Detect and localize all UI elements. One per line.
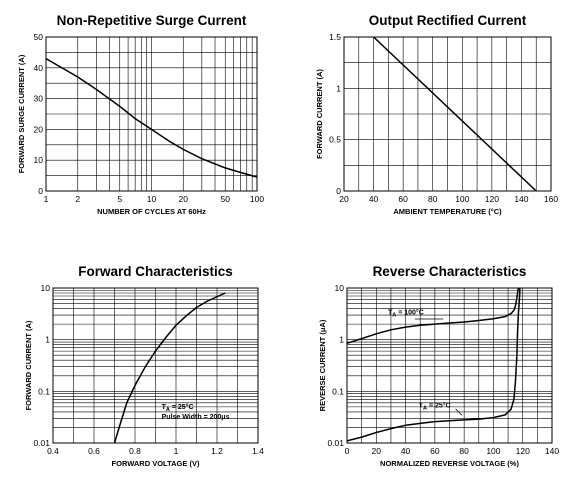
- chart-rectified: Output Rectified Current 20 40 60 80 100 120 14…: [315, 13, 558, 216]
- y-tick-label: 0.5: [329, 135, 341, 145]
- plot-frame: [343, 36, 552, 192]
- x-tick-label: 60: [430, 446, 440, 456]
- y-tick-label: 0.01: [327, 438, 344, 448]
- x-tick-label: 100: [250, 194, 264, 204]
- y-axis-label: REVERSE CURRENT (μA): [318, 319, 327, 411]
- x-tick-label: 2: [75, 194, 80, 204]
- y-tick-label: 0.1: [38, 386, 50, 396]
- y-tick-label: 10: [41, 283, 51, 293]
- x-tick-label: 0.8: [129, 446, 141, 456]
- y-tick-label: 1.5: [329, 32, 341, 42]
- series-curve-0: [346, 287, 520, 345]
- chart-title: Forward Characteristics: [78, 264, 233, 279]
- grid-lines: [344, 37, 551, 191]
- y-tick-label: 10: [335, 283, 345, 293]
- x-tick-label: 120: [516, 446, 530, 456]
- y-tick-label: 20: [34, 124, 44, 134]
- grid-lines: [53, 288, 258, 443]
- y-tick-label: 10: [34, 155, 44, 165]
- y-tick-label: 1: [339, 335, 344, 345]
- y-axis-label: FORWARD CURRENT (A): [24, 320, 33, 410]
- x-axis-label: FORWARD VOLTAGE (V): [112, 459, 200, 468]
- x-tick-label: 140: [514, 194, 528, 204]
- x-tick-label: 40: [401, 446, 411, 456]
- x-tick-label: 120: [485, 194, 499, 204]
- series-label-leader: [455, 408, 463, 416]
- x-tick-label: 160: [544, 194, 558, 204]
- x-axis-label: NUMBER OF CYCLES AT 60Hz: [97, 207, 206, 216]
- condition-annotation: TA = 25°C: [162, 403, 194, 413]
- series-curve-0: [373, 36, 537, 192]
- grid-lines: [347, 288, 552, 443]
- x-tick-label: 80: [428, 194, 438, 204]
- chart-title: Reverse Characteristics: [373, 264, 527, 279]
- y-tick-label: 40: [34, 63, 44, 73]
- x-tick-label: 1: [174, 446, 179, 456]
- y-tick-label: 1: [45, 335, 50, 345]
- plot-frame: [45, 36, 258, 192]
- x-tick-label: 5: [117, 194, 122, 204]
- chart-reverse: Reverse Characteristics 0 20 40 60 80 100 120 14…: [318, 264, 559, 468]
- y-axis-label: FORWARD CURRENT (A): [315, 69, 324, 159]
- x-tick-label: 100: [455, 194, 469, 204]
- x-tick-label: 40: [369, 194, 379, 204]
- condition-annotation: Pulse Width = 200μs: [162, 414, 230, 421]
- x-tick-label: 1.2: [211, 446, 223, 456]
- series-curve-0: [45, 57, 258, 178]
- x-tick-label: 140: [545, 446, 559, 456]
- y-tick-label: 0.1: [332, 386, 344, 396]
- x-tick-label: 20: [372, 446, 382, 456]
- y-tick-label: 50: [34, 32, 44, 42]
- x-tick-label: 80: [459, 446, 469, 456]
- chart-forward: Forward Characteristics 0.4 0.6 0.8 1 1.2 1.4 0…: [24, 264, 264, 468]
- x-tick-label: 50: [221, 194, 231, 204]
- plot-frame: [52, 287, 259, 444]
- y-axis-label: FORWARD SURGE CURRENT (A): [17, 54, 26, 173]
- y-tick-label: 0.01: [33, 438, 50, 448]
- plot-frame: [346, 287, 553, 444]
- grid-lines: [46, 37, 257, 191]
- series-label-1: TA = 25°C: [419, 401, 451, 411]
- x-tick-label: 20: [339, 194, 349, 204]
- series-label-0: TA = 100°C: [388, 308, 424, 318]
- y-tick-label: 0: [38, 186, 43, 196]
- x-tick-label: 0: [345, 446, 350, 456]
- x-tick-label: 0.6: [88, 446, 100, 456]
- series-curve-0: [113, 292, 226, 444]
- x-tick-label: 1: [44, 194, 49, 204]
- x-axis-label: NORMALIZED REVERSE VOLTAGE (%): [380, 459, 519, 468]
- x-tick-label: 20: [179, 194, 189, 204]
- x-tick-label: 10: [147, 194, 157, 204]
- chart-title: Output Rectified Current: [369, 13, 527, 28]
- chart-title: Non-Repetitive Surge Current: [57, 13, 247, 28]
- x-tick-label: 0.4: [47, 446, 59, 456]
- y-tick-label: 30: [34, 94, 44, 104]
- x-tick-label: 60: [398, 194, 408, 204]
- series-curve-1: [346, 288, 521, 442]
- y-tick-label: 0: [336, 186, 341, 196]
- x-tick-label: 1.4: [252, 446, 264, 456]
- x-axis-label: AMBIENT TEMPERATURE (°C): [393, 207, 502, 216]
- y-tick-label: 1: [336, 83, 341, 93]
- x-tick-label: 100: [486, 446, 500, 456]
